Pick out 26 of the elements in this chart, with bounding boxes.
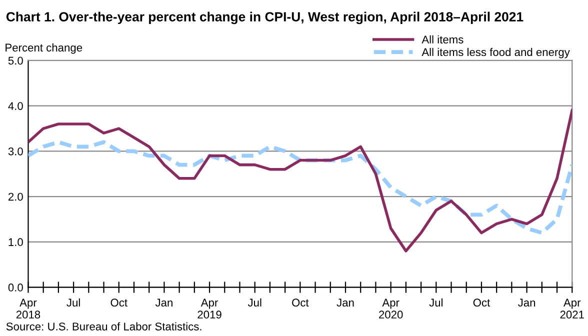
source-note: Source: U.S. Bureau of Labor Statistics. <box>6 322 202 330</box>
x-tick-label: Jan <box>518 298 536 307</box>
x-tick-label: Apr 2020 <box>379 298 403 319</box>
x-tick-label: Jan <box>336 298 354 307</box>
y-tick-label: 1.0 <box>8 238 23 246</box>
y-tick-label: 5.0 <box>8 56 23 65</box>
x-tick-label: Apr 2021 <box>560 298 584 319</box>
y-tick-label: 2.0 <box>8 192 23 201</box>
y-tick-label: 4.0 <box>8 102 23 110</box>
line-series <box>28 140 572 235</box>
y-tick-label: 3.0 <box>8 147 23 156</box>
x-tick-label: Jan <box>155 298 172 307</box>
legend-label: All items <box>422 35 464 44</box>
x-tick-label: Oct <box>110 298 128 307</box>
x-tick-label: Jul <box>248 298 262 307</box>
x-tick-label: Jul <box>66 298 80 307</box>
line-series <box>28 108 572 252</box>
y-axis-title: Percent change <box>6 43 82 54</box>
x-tick-label: Oct <box>473 298 490 307</box>
legend-label: All items less food and energy <box>422 48 570 58</box>
x-tick-label: Oct <box>292 298 309 307</box>
x-tick-label: Apr 2019 <box>198 298 222 319</box>
y-tick-label: 0.0 <box>8 284 23 292</box>
chart-title: Chart 1. Over-the-year percent change in CPI-U, West region, April 2018–April 2021 <box>6 12 524 24</box>
x-tick-label: Jul <box>429 298 443 307</box>
x-tick-label: Apr 2018 <box>16 298 40 319</box>
